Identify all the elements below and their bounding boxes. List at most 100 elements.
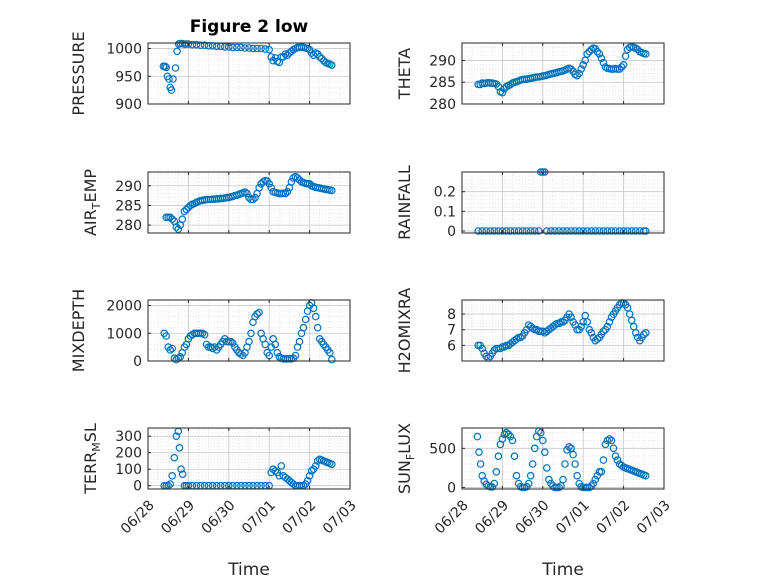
data-point — [621, 52, 630, 60]
data-point — [581, 56, 590, 65]
data-point — [641, 50, 650, 58]
data-point — [510, 452, 519, 461]
data-point — [607, 227, 616, 235]
data-point — [325, 348, 334, 357]
data-point — [615, 65, 624, 73]
data-point — [593, 471, 602, 480]
data-point — [271, 467, 280, 475]
data-point — [603, 322, 612, 331]
y-axis-label: RAINFALL — [395, 165, 414, 240]
data-point — [603, 436, 612, 445]
data-point — [172, 432, 181, 441]
y-axis-label: MIXDEPTH — [69, 289, 88, 372]
y-tick-label: 100 — [115, 462, 142, 478]
data-point — [534, 427, 543, 435]
data-point — [583, 318, 592, 326]
data-point — [265, 45, 274, 54]
data-point — [599, 456, 608, 464]
data-point — [166, 480, 175, 488]
data-point — [555, 483, 563, 492]
data-point — [168, 215, 177, 224]
data-point — [478, 227, 487, 235]
data-point — [551, 227, 559, 235]
data-point — [494, 227, 503, 235]
data-point — [500, 343, 509, 351]
y-tick-label: 1000 — [106, 42, 142, 58]
subplot-theta: 280 285 290 THETA — [395, 42, 665, 113]
data-point — [303, 476, 312, 485]
data-point — [609, 444, 618, 453]
data-point — [299, 323, 308, 332]
data-point — [287, 178, 296, 186]
data-point — [599, 227, 608, 235]
data-point — [482, 352, 491, 361]
x-tick-label: 07/01 — [553, 497, 593, 537]
y-tick-label: 0.1 — [434, 204, 456, 220]
subplot-mixdepth: 0 1000 2000 MIXDEPTH — [69, 289, 351, 372]
data-point — [510, 227, 519, 235]
y-tick-label: 285 — [429, 75, 456, 91]
data-point — [291, 351, 300, 360]
data-point — [161, 62, 169, 71]
data-point — [577, 65, 586, 73]
data-point — [233, 43, 241, 52]
data-point — [482, 480, 491, 489]
data-point — [542, 227, 551, 235]
data-point — [559, 475, 567, 484]
data-point — [561, 460, 569, 468]
data-point — [172, 223, 181, 231]
data-point — [255, 308, 263, 317]
data-point — [174, 225, 183, 233]
data-point — [498, 88, 507, 97]
data-point — [530, 227, 539, 235]
x-tick-label: 07/01 — [239, 497, 279, 537]
data-point — [267, 183, 276, 192]
data-point — [617, 63, 626, 71]
data-point — [597, 467, 606, 476]
data-point — [307, 467, 316, 475]
data-point — [514, 227, 523, 235]
data-point — [565, 442, 573, 451]
data-point — [257, 44, 265, 53]
y-tick-label: 6 — [447, 338, 456, 354]
subplot-airtemp: 280 285 290 AIRTEMP — [81, 169, 351, 236]
data-point — [619, 61, 628, 69]
data-point — [162, 332, 171, 340]
x-tick-label: 06/29 — [158, 497, 198, 537]
data-point — [486, 227, 495, 235]
data-point — [327, 355, 336, 364]
data-point — [641, 227, 650, 235]
y-axis-label: THETA — [395, 48, 414, 100]
data-point — [530, 444, 539, 453]
data-point — [492, 467, 501, 476]
data-point — [295, 337, 304, 346]
data-point — [573, 471, 581, 480]
data-point — [247, 329, 255, 338]
data-point — [267, 53, 276, 61]
data-point — [567, 65, 575, 73]
data-point — [243, 189, 251, 198]
data-point — [585, 483, 594, 492]
data-point — [277, 462, 286, 470]
data-point — [540, 448, 549, 457]
data-point — [583, 483, 592, 492]
y-tick-label: 8 — [447, 307, 456, 323]
data-point — [476, 460, 485, 468]
axes-frame — [147, 42, 351, 105]
data-point — [253, 44, 261, 53]
axes-frame — [461, 427, 665, 490]
data-point — [567, 227, 575, 235]
data-point — [168, 471, 177, 480]
data-point — [595, 50, 604, 58]
data-point — [311, 312, 320, 321]
data-point — [221, 43, 229, 51]
data-point — [508, 436, 517, 445]
data-point — [587, 227, 596, 235]
data-point — [595, 227, 604, 235]
data-point — [301, 315, 310, 324]
data-point — [241, 188, 249, 196]
y-tick-label: 0 — [447, 224, 456, 240]
y-tick-label: 500 — [429, 441, 456, 457]
data-point — [573, 71, 581, 80]
